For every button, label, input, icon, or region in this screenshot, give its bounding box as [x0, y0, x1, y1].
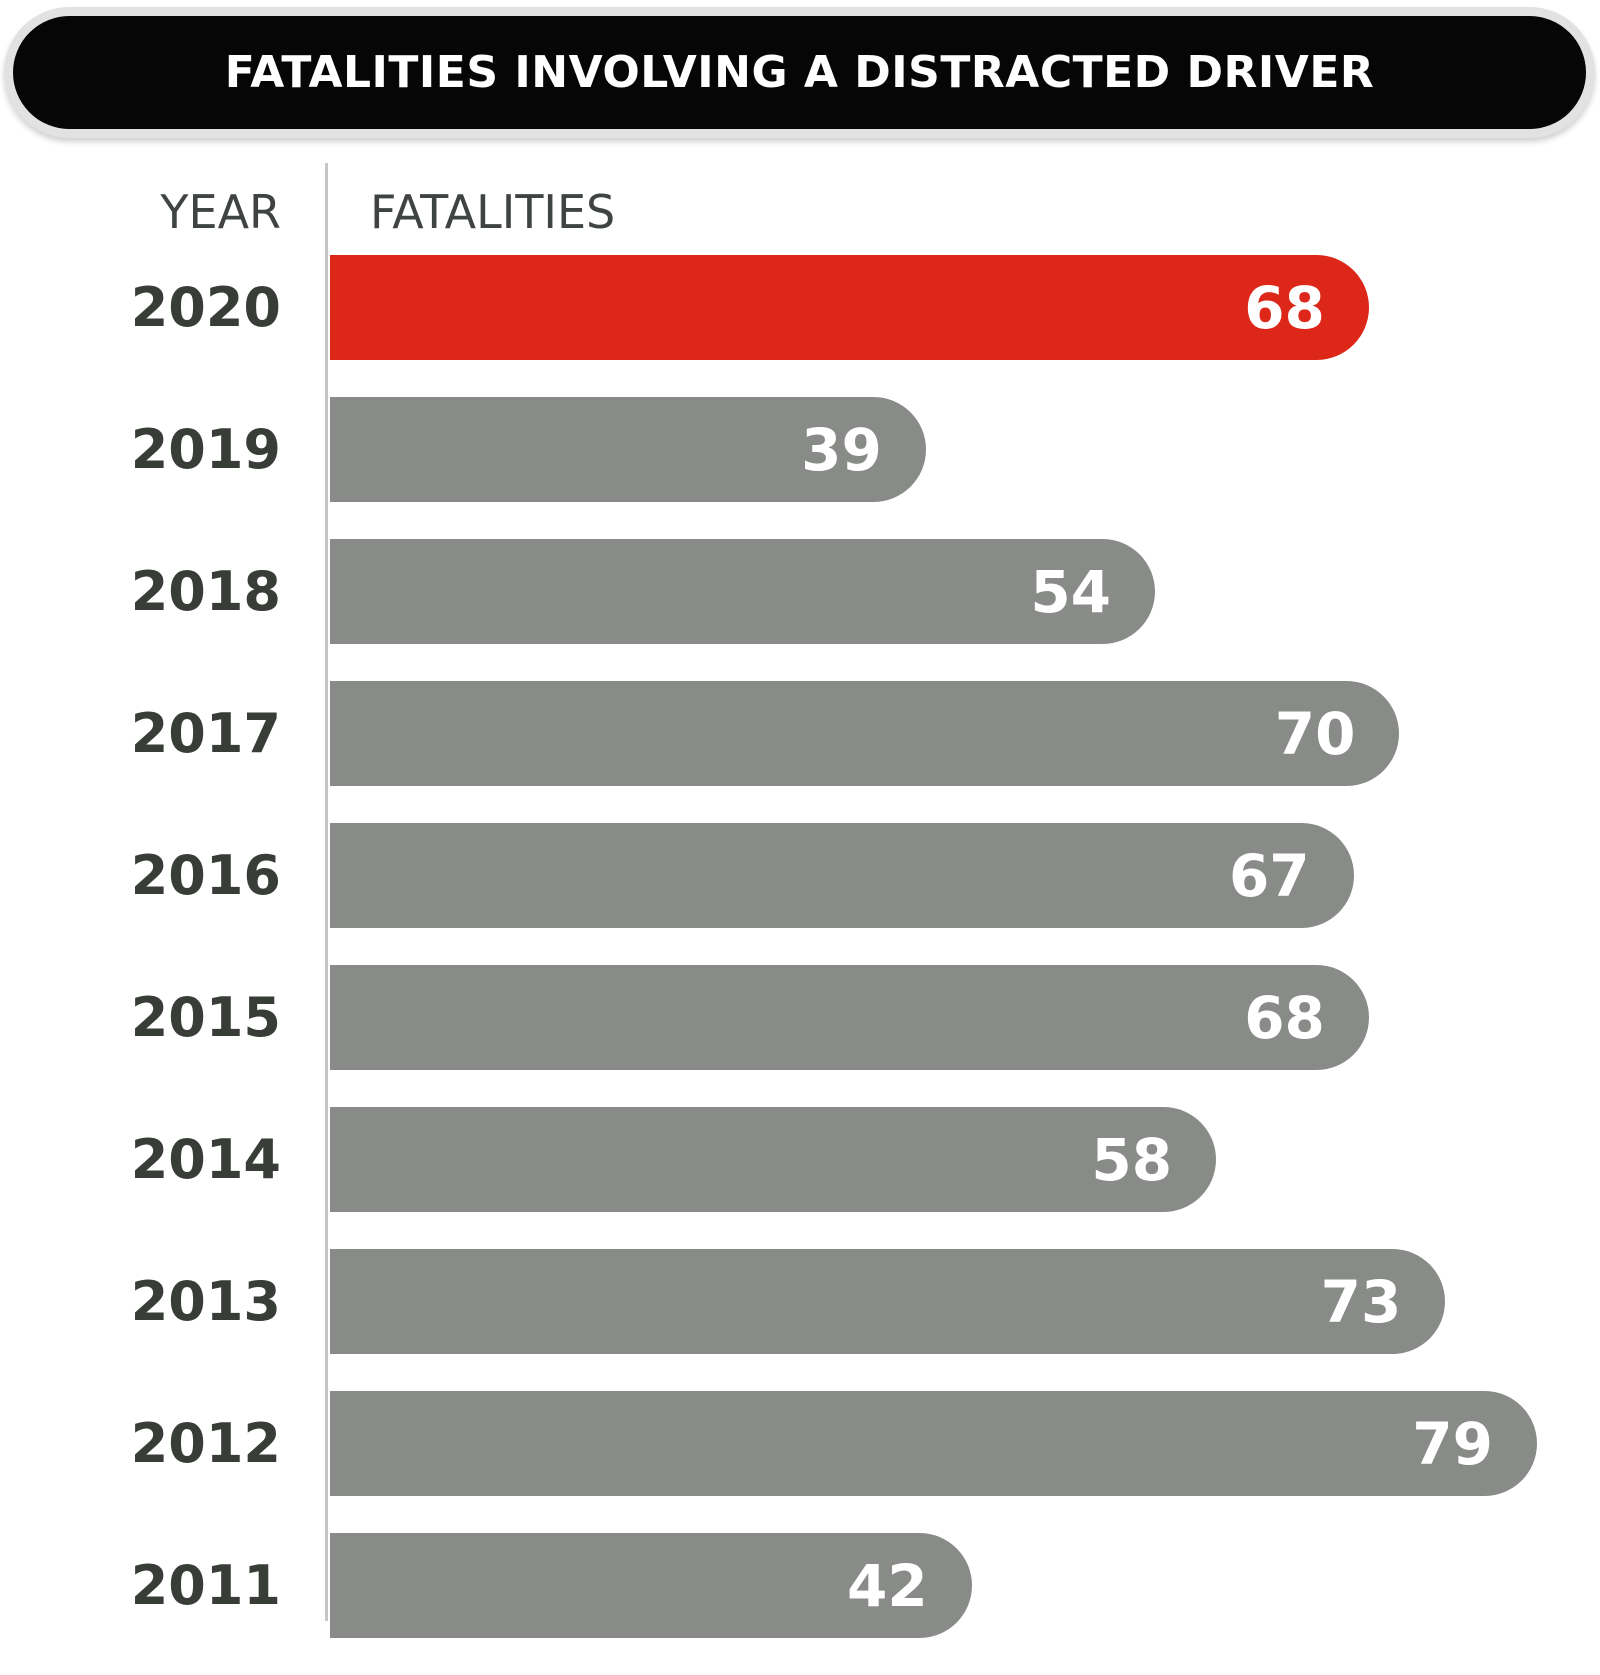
bar-track: 58 [330, 1107, 1537, 1212]
bar: 73 [330, 1249, 1446, 1354]
bar-track: 79 [330, 1391, 1537, 1496]
year-label: 2016 [130, 844, 281, 907]
title-banner: FATALITIES INVOLVING A DISTRACTED DRIVER [4, 7, 1595, 138]
bar-value: 54 [1030, 557, 1112, 626]
chart-row: 2020 68 [0, 255, 1600, 360]
year-label: 2020 [130, 276, 281, 339]
chart-row: 2018 54 [0, 539, 1600, 644]
chart-row: 2015 68 [0, 965, 1600, 1070]
bar-track: 39 [330, 397, 1537, 502]
bar: 68 [330, 965, 1369, 1070]
bar: 67 [330, 823, 1354, 928]
column-header-fatalities: FATALITIES [370, 185, 616, 239]
bar-value: 70 [1274, 699, 1356, 768]
bar: 58 [330, 1107, 1217, 1212]
column-header-year: YEAR [160, 185, 281, 239]
bar-value: 42 [846, 1551, 928, 1620]
bar: 68 [330, 255, 1369, 360]
axis-line [325, 163, 328, 1621]
year-label: 2017 [130, 702, 281, 765]
chart-row: 2012 79 [0, 1391, 1600, 1496]
bar-track: 67 [330, 823, 1537, 928]
bar-value: 68 [1244, 273, 1325, 342]
year-label: 2013 [130, 1270, 281, 1333]
bar-track: 68 [330, 965, 1537, 1070]
bar-track: 68 [330, 255, 1537, 360]
bar-track: 54 [330, 539, 1537, 644]
bar-value: 79 [1412, 1409, 1493, 1478]
bar-value: 67 [1228, 841, 1310, 910]
bar-track: 70 [330, 681, 1537, 786]
year-label: 2014 [130, 1128, 281, 1191]
bar: 42 [330, 1533, 972, 1638]
chart-row: 2019 39 [0, 397, 1600, 502]
year-label: 2019 [130, 418, 281, 481]
bar-value: 58 [1091, 1125, 1173, 1194]
chart-row: 2017 70 [0, 681, 1600, 786]
bar-value: 73 [1320, 1267, 1402, 1336]
bar: 54 [330, 539, 1156, 644]
bar-track: 42 [330, 1533, 1537, 1638]
chart-row: 2011 42 [0, 1533, 1600, 1638]
year-label: 2012 [130, 1412, 281, 1475]
chart-rows: 2020 68 2019 39 2018 54 2017 70 [0, 255, 1600, 1675]
year-label: 2015 [130, 986, 281, 1049]
bar-value: 39 [801, 415, 882, 484]
chart-row: 2016 67 [0, 823, 1600, 928]
bar: 79 [330, 1391, 1537, 1496]
bar-value: 68 [1244, 983, 1325, 1052]
year-label: 2018 [130, 560, 281, 623]
chart-title: FATALITIES INVOLVING A DISTRACTED DRIVER [224, 47, 1375, 98]
bar: 39 [330, 397, 926, 502]
bar-track: 73 [330, 1249, 1537, 1354]
bar: 70 [330, 681, 1400, 786]
chart-row: 2014 58 [0, 1107, 1600, 1212]
year-label: 2011 [130, 1554, 281, 1617]
chart-row: 2013 73 [0, 1249, 1600, 1354]
